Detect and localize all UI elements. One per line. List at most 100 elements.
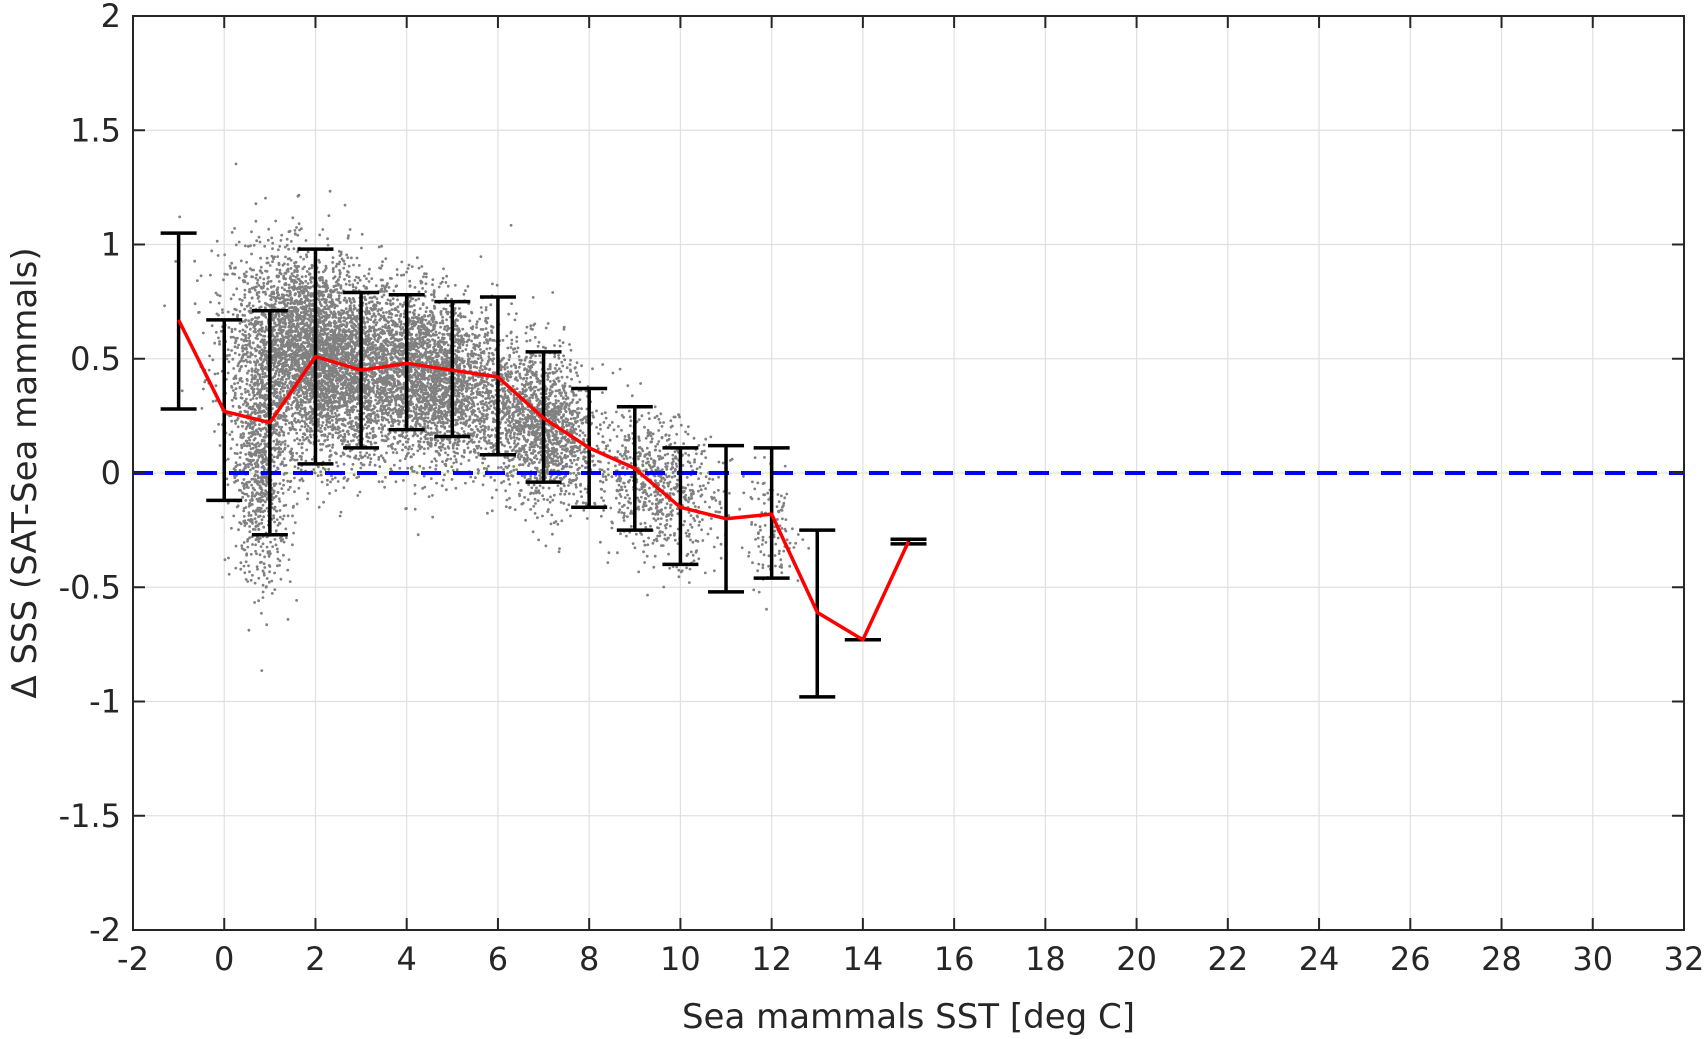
scatter-point [333, 306, 337, 310]
scatter-point [293, 342, 296, 345]
scatter-point [180, 389, 184, 393]
scatter-point [374, 343, 377, 347]
scatter-point [282, 321, 285, 325]
scatter-point [383, 290, 386, 293]
scatter-point [331, 443, 335, 447]
scatter-point [344, 307, 348, 311]
scatter-point [317, 465, 320, 469]
scatter-point [377, 351, 380, 354]
scatter-point [332, 290, 336, 293]
scatter-point [290, 422, 294, 426]
scatter-point [326, 384, 330, 387]
scatter-point [273, 306, 277, 310]
scatter-point [274, 312, 278, 315]
scatter-point [308, 272, 311, 275]
scatter-point [290, 361, 294, 365]
scatter-point [273, 255, 276, 259]
scatter-point [244, 343, 247, 347]
scatter-point [293, 308, 296, 311]
scatter-point [412, 453, 416, 456]
scatter-point [233, 272, 237, 276]
scatter-point [286, 298, 290, 302]
scatter-point [317, 341, 321, 344]
scatter-point [340, 390, 344, 394]
scatter-point [284, 414, 288, 418]
scatter-point [248, 345, 252, 348]
scatter-point [417, 313, 421, 317]
scatter-point [311, 423, 315, 426]
scatter-point [201, 331, 205, 335]
scatter-point [286, 301, 290, 305]
scatter-point [336, 304, 339, 308]
scatter-point [280, 334, 284, 337]
scatter-point [285, 289, 289, 293]
scatter-point [295, 431, 299, 435]
scatter-point [319, 442, 322, 446]
scatter-point [293, 363, 297, 367]
scatter-point [237, 343, 241, 347]
scatter-point [242, 272, 246, 276]
scatter-point [324, 285, 328, 288]
scatter-point [354, 286, 358, 290]
scatter-point [396, 298, 399, 302]
scatter-point [328, 458, 331, 462]
scatter-point [331, 267, 335, 271]
scatter-point [305, 448, 309, 452]
scatter-point [345, 358, 348, 362]
scatter-point [295, 287, 298, 291]
scatter-point [211, 400, 215, 403]
scatter-point [331, 435, 335, 439]
scatter-point [265, 256, 269, 260]
scatter-point [401, 448, 404, 452]
scatter-point [299, 300, 303, 304]
scatter-point [236, 381, 240, 385]
scatter-point [347, 355, 350, 359]
scatter-point [306, 250, 310, 254]
scatter-point [338, 260, 342, 264]
scatter-point [298, 438, 302, 442]
scatter-point [277, 280, 281, 283]
scatter-point [321, 366, 324, 369]
scatter-point [308, 332, 312, 336]
scatter-point [288, 322, 292, 325]
scatter-point [389, 467, 393, 471]
scatter-point [346, 236, 350, 240]
scatter-point [394, 448, 397, 451]
scatter-point [352, 341, 355, 345]
scatter-point [279, 387, 283, 391]
scatter-point [332, 285, 336, 288]
scatter-point [341, 366, 344, 370]
scatter-point [254, 219, 258, 223]
scatter-point [339, 286, 343, 290]
scatter-point [291, 401, 295, 404]
scatter-point [325, 313, 329, 317]
scatter-point [278, 368, 282, 372]
scatter-point [236, 336, 239, 340]
scatter-point [381, 456, 385, 460]
scatter-point [308, 433, 312, 437]
scatter-point [305, 412, 309, 415]
scatter-point [293, 269, 297, 272]
scatter-point [328, 189, 332, 193]
scatter-point [422, 467, 425, 470]
scatter-point [253, 327, 257, 331]
scatter-point [215, 239, 219, 243]
scatter-point [214, 291, 218, 295]
scatter-point [279, 239, 283, 242]
scatter-point [253, 288, 257, 292]
scatter-point [301, 407, 304, 410]
scatter-point [317, 284, 321, 288]
scatter-point [354, 421, 358, 424]
scatter-point [319, 401, 322, 405]
scatter-point [371, 341, 375, 344]
scatter-point [298, 337, 302, 341]
scatter-point [280, 347, 284, 351]
scatter-point [342, 453, 345, 456]
scatter-point [397, 434, 401, 437]
scatter-point [277, 401, 281, 405]
scatter-point [230, 261, 234, 265]
scatter-point [471, 332, 474, 336]
scatter-point [337, 342, 340, 346]
scatter-point [284, 272, 288, 275]
scatter-point [381, 401, 385, 405]
